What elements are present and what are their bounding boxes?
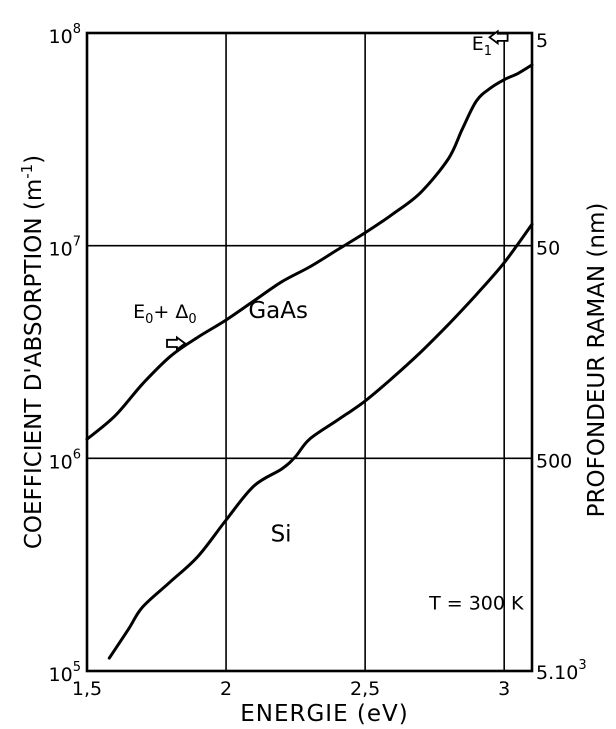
y-axis-label-superscript: -1 <box>18 164 36 179</box>
x-tick-label: 3 <box>498 678 510 700</box>
y2-tick-label: 50 <box>536 238 560 260</box>
y-tick-label: 105 <box>49 660 81 686</box>
x-tick-label: 2 <box>220 678 232 700</box>
x-axis-label: ENERGIE (eV) <box>240 701 409 727</box>
y2-tick-label: 500 <box>536 450 572 472</box>
y-tick-exponent: 7 <box>73 235 81 250</box>
y-tick-exponent: 5 <box>73 660 81 675</box>
y-tick-base: 10 <box>49 239 73 261</box>
y2-tick-value: 5 <box>536 30 548 52</box>
annotation-text: E <box>472 33 484 55</box>
y-axis-label-close: ) <box>21 155 47 164</box>
y2-tick-label: 5 <box>536 30 548 52</box>
annotation-subscript: 0 <box>188 312 196 327</box>
y2-tick-value: 5.10 <box>536 662 578 684</box>
x-tick-label: 1,5 <box>72 678 102 700</box>
annotation-transition-label: E0+ Δ0 <box>133 301 197 327</box>
y-tick-exponent: 8 <box>73 22 81 37</box>
annotation-label: Si <box>271 521 292 547</box>
series-line-si <box>107 222 534 660</box>
annotation-arrow-icon <box>488 29 509 46</box>
annotation-label: GaAs <box>248 298 308 324</box>
plot-frame <box>85 31 534 673</box>
annotation-subscript: 1 <box>484 44 492 59</box>
y-tick-base: 10 <box>49 451 73 473</box>
y-tick-label: 107 <box>49 235 81 261</box>
y-tick-base: 10 <box>49 664 73 686</box>
y-tick-base: 10 <box>49 26 73 48</box>
series-line-gaas <box>85 63 534 441</box>
x-tick-label: 2,5 <box>350 678 380 700</box>
y2-axis-label: PROFONDEUR RAMAN (nm) <box>584 203 610 518</box>
y-axis-label-text: COEFFICIENT D'ABSORPTION (m <box>21 179 47 549</box>
annotation-arrow-icon <box>166 335 187 352</box>
y-tick-exponent: 6 <box>73 447 81 462</box>
annotation-text: E <box>133 301 145 323</box>
y2-tick-value: 50 <box>536 238 560 260</box>
y2-tick-exponent: 3 <box>578 658 586 673</box>
annotation-subscript: 0 <box>145 312 153 327</box>
y-tick-label: 106 <box>49 447 81 473</box>
annotation-transition-label: E1 <box>472 33 492 59</box>
y2-tick-value: 500 <box>536 450 572 472</box>
y-axis-label: COEFFICIENT D'ABSORPTION (m-1) <box>18 155 47 549</box>
y2-tick-label: 5.103 <box>536 658 587 684</box>
annotation-label: T = 300 K <box>428 592 524 614</box>
y-tick-label: 108 <box>49 22 81 48</box>
annotation-text: + Δ <box>153 301 188 323</box>
